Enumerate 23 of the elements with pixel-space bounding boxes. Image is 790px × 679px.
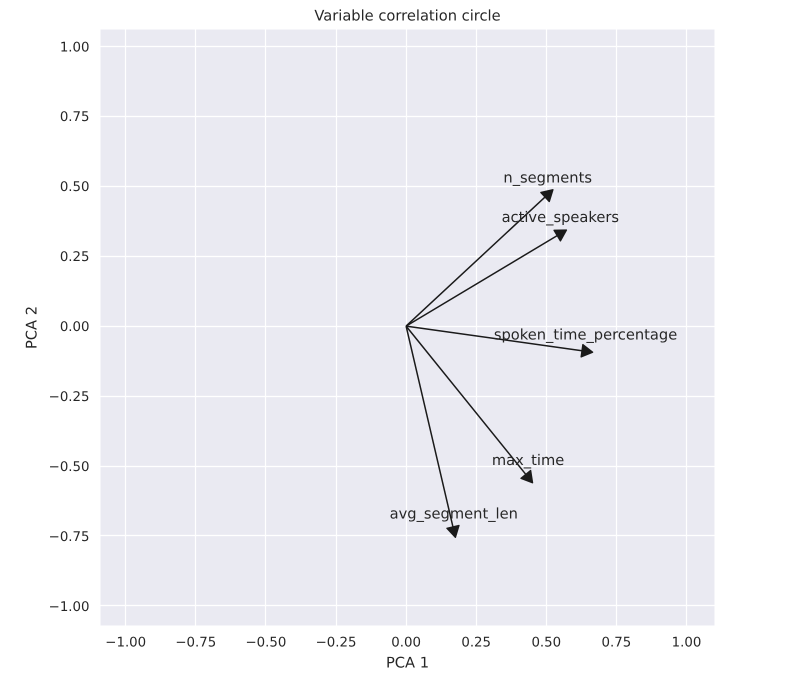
series-label: n_segments	[503, 170, 592, 187]
x-tick-label: −0.50	[245, 636, 286, 650]
x-tick-label: 0.25	[461, 636, 492, 650]
y-tick-label: −0.25	[48, 390, 90, 406]
x-tick-label: 0.75	[602, 636, 632, 650]
y-tick-label: −1.00	[48, 600, 90, 615]
x-tick-label: −0.75	[175, 636, 216, 650]
y-axis-title: PCA 2	[24, 306, 41, 350]
x-tick-label: −0.25	[316, 636, 356, 650]
y-tick-label: 1.00	[60, 40, 90, 56]
x-tick-label: −1.00	[105, 636, 146, 650]
y-tick-label: 0.75	[60, 110, 90, 126]
y-tick-label: −0.75	[48, 530, 90, 545]
x-tick-label: 1.00	[672, 636, 702, 650]
x-tick-label: 0.50	[531, 636, 562, 650]
chart-title: Variable correlation circle	[314, 8, 501, 24]
x-axis-title: PCA 1	[386, 654, 430, 672]
y-tick-label: 0.00	[60, 320, 90, 336]
x-tick-label: 0.00	[391, 636, 421, 650]
series-label: spoken_time_percentage	[494, 326, 678, 344]
y-tick-label: 0.50	[60, 180, 90, 196]
y-tick-label: 0.25	[60, 250, 90, 266]
y-tick-label: −0.50	[48, 460, 90, 476]
